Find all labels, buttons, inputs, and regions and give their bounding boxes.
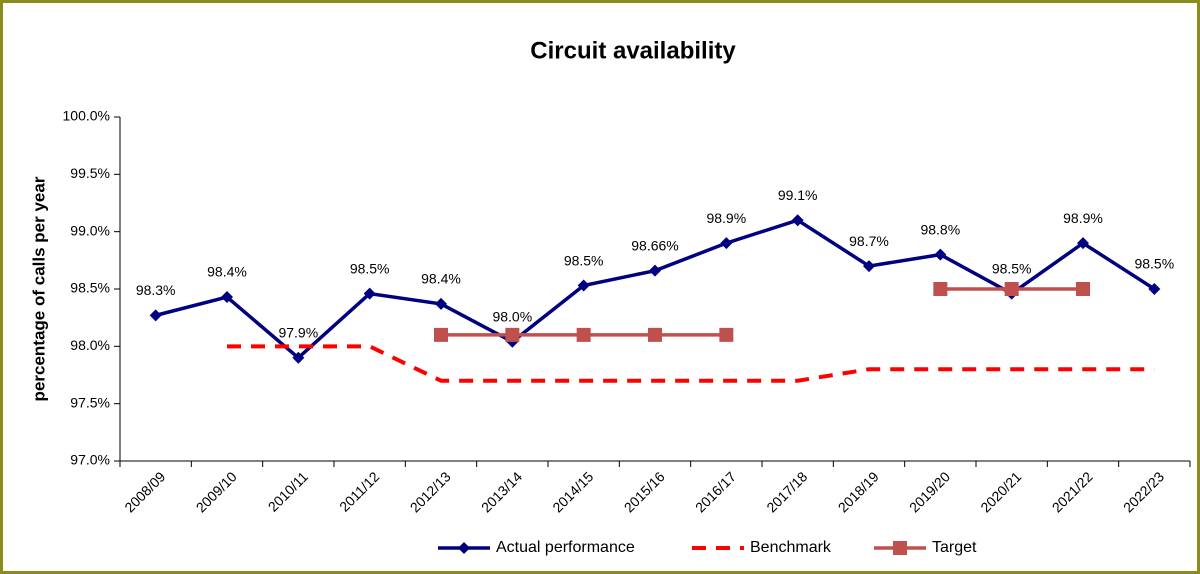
data-label: 99.1% (778, 187, 818, 203)
data-point (149, 309, 162, 322)
data-point (434, 327, 448, 342)
data-point (505, 327, 520, 342)
legend-marker (893, 541, 907, 555)
legend-label: Target (932, 539, 977, 556)
data-point (576, 327, 591, 342)
chart-title: Circuit availability (530, 37, 736, 64)
data-point (933, 282, 948, 296)
data-point (221, 291, 233, 304)
data-point (934, 248, 947, 261)
data-point (577, 279, 590, 292)
data-label: 98.7% (849, 233, 889, 249)
data-point (791, 214, 804, 227)
data-point (1076, 282, 1090, 296)
data-point (1148, 283, 1161, 295)
legend-marker (458, 542, 470, 554)
data-label: 97.9% (278, 325, 318, 341)
y-tick-label: 100.0% (63, 108, 110, 124)
series-line (227, 344, 1155, 383)
data-label: 98.4% (207, 264, 247, 280)
data-point (648, 327, 662, 342)
y-tick-label: 98.0% (70, 337, 110, 353)
data-label: 98.5% (992, 260, 1032, 276)
data-point (1004, 282, 1019, 296)
y-tick-label: 98.5% (70, 280, 110, 296)
legend-label: Benchmark (750, 539, 832, 556)
y-tick-label: 99.5% (70, 165, 110, 181)
data-label: 98.9% (706, 210, 746, 226)
data-point (720, 237, 733, 250)
legend-label: Actual performance (496, 539, 635, 556)
data-point (1077, 237, 1089, 250)
data-label: 98.0% (492, 308, 532, 324)
data-label: 98.9% (1063, 210, 1103, 226)
data-label: 98.5% (564, 252, 604, 268)
data-label: 98.5% (1134, 256, 1174, 272)
data-point (649, 264, 661, 277)
data-point (719, 327, 734, 342)
data-label: 98.4% (421, 271, 461, 287)
y-tick-label: 97.5% (70, 394, 110, 410)
data-label: 98.66% (631, 237, 678, 253)
data-point (363, 287, 376, 300)
y-tick-label: 97.0% (70, 452, 110, 468)
data-point (292, 351, 305, 364)
data-point (863, 260, 875, 273)
data-label: 98.8% (920, 221, 960, 237)
data-point (435, 297, 447, 310)
y-tick-label: 99.0% (70, 222, 110, 238)
y-axis-label: percentage of calls per year (29, 176, 48, 401)
data-label: 98.3% (136, 282, 176, 298)
data-label: 98.5% (350, 260, 390, 276)
